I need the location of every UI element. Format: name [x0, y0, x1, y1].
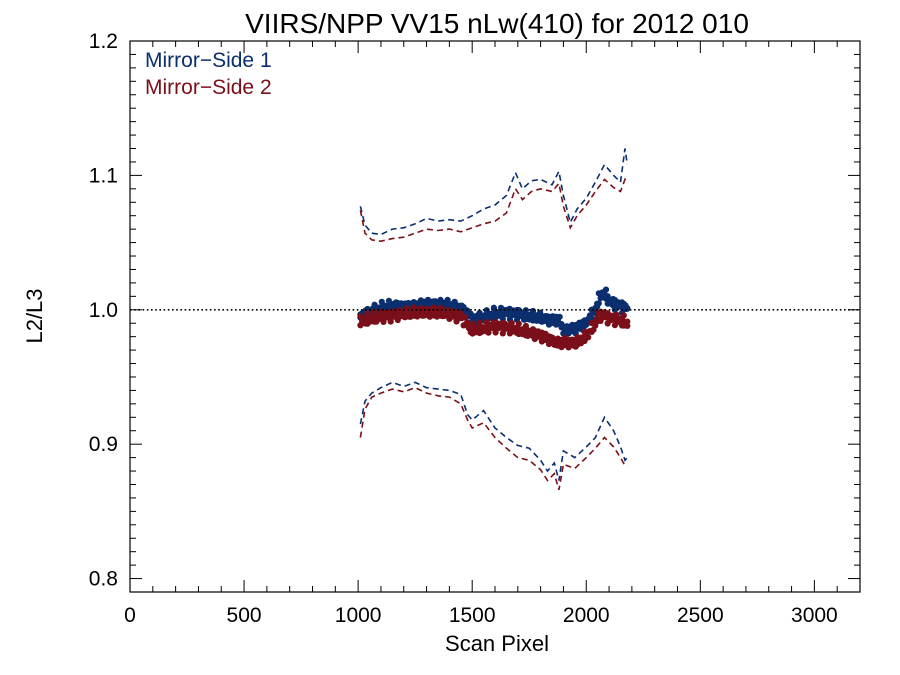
series-2-lower-envelope-line	[359, 386, 628, 491]
series-2-data-point	[492, 329, 499, 336]
series-1-data-point	[604, 293, 611, 300]
x-tick-label: 1500	[449, 604, 496, 627]
legend-entry-series-2: Mirror−Side 2	[145, 76, 272, 99]
series-2-data-point	[387, 318, 394, 325]
series-1-data-point	[595, 300, 602, 307]
series-1-data-point	[444, 296, 451, 303]
series-1-upper-envelope-line	[359, 148, 629, 236]
series-2-data-point	[624, 322, 631, 329]
series-2-data-point	[585, 334, 592, 341]
series-2-data-point	[485, 329, 492, 336]
chart-title: VIIRS/NPP VV15 nLw(410) for 2012 010	[245, 8, 749, 39]
legend: Mirror−Side 1 Mirror−Side 2	[145, 49, 272, 99]
x-tick-label: 2000	[563, 604, 610, 627]
x-tick-label: 0	[124, 604, 136, 627]
x-tick-label: 500	[227, 604, 262, 627]
series-2-data-point	[364, 310, 371, 317]
y-tick-label: 1.0	[89, 299, 118, 322]
y-tick-label: 1.2	[89, 30, 118, 53]
y-tick-label: 0.9	[89, 433, 118, 456]
series-2-upper-envelope-line	[359, 177, 628, 243]
series-2-data-point	[620, 312, 627, 319]
series-1-data-point	[602, 286, 610, 293]
x-tick-label: 1000	[335, 604, 382, 627]
series-1-lower-envelope-line	[359, 381, 628, 481]
y-tick-label: 0.8	[89, 568, 118, 591]
series-2-data-point	[462, 314, 469, 321]
series-2-data-point	[624, 318, 631, 325]
series-1-data-point	[624, 305, 631, 312]
x-tick-label: 2500	[677, 604, 724, 627]
series-2-data-point	[380, 318, 387, 325]
series-2-data-point	[469, 320, 476, 327]
series-1-data-point	[499, 315, 506, 322]
y-axis-label: L2/L3	[22, 288, 47, 343]
series-2-data-point	[515, 320, 522, 327]
x-axis-label: Scan Pixel	[445, 631, 549, 656]
series-2-data-point	[597, 317, 604, 324]
axes-layer: 0 500 1000 1500 2000 2500 3000 0.8 0.9 1.0 1.1 1.2	[89, 30, 861, 627]
legend-entry-series-1: Mirror−Side 1	[145, 49, 272, 72]
x-tick-label: 3000	[791, 604, 838, 627]
series-1-data-point	[556, 313, 563, 320]
y-tick-label: 1.1	[89, 164, 118, 187]
series-2-data-point	[508, 319, 515, 327]
